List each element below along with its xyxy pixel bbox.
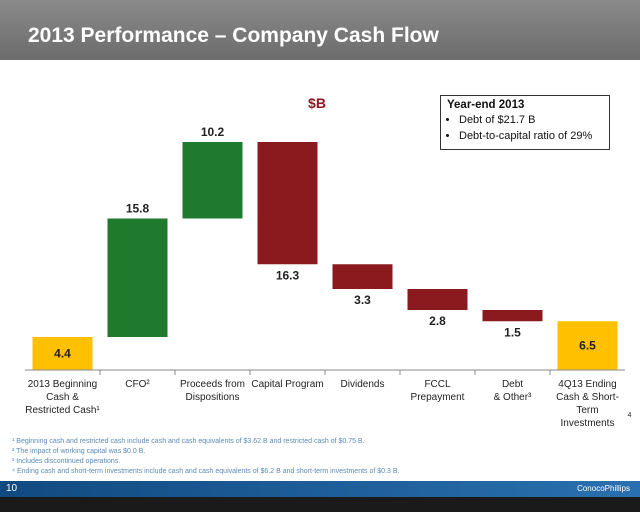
x-tick-label-4: Dividends <box>341 379 385 390</box>
bar-1 <box>107 218 168 337</box>
bar-2 <box>182 142 243 219</box>
conocophillips-logo: ConocoPhillips <box>577 484 630 493</box>
note-item: Debt-to-capital ratio of 29% <box>459 130 603 142</box>
page-number: 10 <box>6 483 18 494</box>
unit-label: $B <box>308 95 326 111</box>
value-label-2: 10.2 <box>201 125 225 139</box>
value-label-6: 1.5 <box>504 325 521 339</box>
value-label-0: 4.4 <box>54 347 71 361</box>
footnote: ² The impact of working capital was $0.0… <box>12 448 146 455</box>
bar-6 <box>482 310 543 322</box>
bar-7 <box>557 321 618 370</box>
bar-0 <box>32 337 93 370</box>
value-label-7: 6.5 <box>579 339 596 353</box>
last-label-superscript: 4 <box>628 412 632 419</box>
x-tick-label-6: Debt & Other³ <box>494 379 532 403</box>
value-label-3: 16.3 <box>276 268 300 282</box>
x-tick-label-0: 2013 Beginning Cash & Restricted Cash¹ <box>25 379 100 416</box>
x-tick-label-1: CFO² <box>125 379 150 390</box>
footnote: ³ Includes discontinued operations. <box>12 458 121 465</box>
bar-5 <box>407 289 468 310</box>
value-label-5: 2.8 <box>429 314 446 328</box>
footer-bar: 10 ConocoPhillips <box>0 481 640 497</box>
waterfall-chart: $B 4.4 15.8 10.2 16.3 3.3 2.8 1.5 6.5 2013 Begi… <box>25 95 632 429</box>
footnote: ⁴ Ending cash and short-term investments… <box>12 468 400 475</box>
x-tick-label-3: Capital Program <box>251 379 323 390</box>
value-label-1: 15.8 <box>126 202 150 216</box>
footnotes: ¹ Beginning cash and restricted cash inc… <box>12 437 632 477</box>
value-label-4: 3.3 <box>354 293 371 307</box>
bar-3 <box>257 142 318 265</box>
bottom-bar <box>0 497 640 512</box>
bar-4 <box>332 264 393 289</box>
note-title: Year-end 2013 <box>447 99 525 111</box>
header-bar: 2013 Performance – Company Cash Flow <box>0 0 640 60</box>
page-title: 2013 Performance – Company Cash Flow <box>28 24 439 47</box>
note-item: Debt of $21.7 B <box>459 114 603 126</box>
footnote: ¹ Beginning cash and restricted cash inc… <box>12 438 365 445</box>
x-tick-label-7: 4Q13 Ending Cash & Short-Term Investments <box>556 379 619 429</box>
x-tick-label-5: FCCL Prepayment <box>411 379 465 403</box>
x-tick-label-2: Proceeds from Dispositions <box>180 379 245 403</box>
year-end-note: Year-end 2013 Debt of $21.7 B Debt-to-ca… <box>440 95 610 150</box>
